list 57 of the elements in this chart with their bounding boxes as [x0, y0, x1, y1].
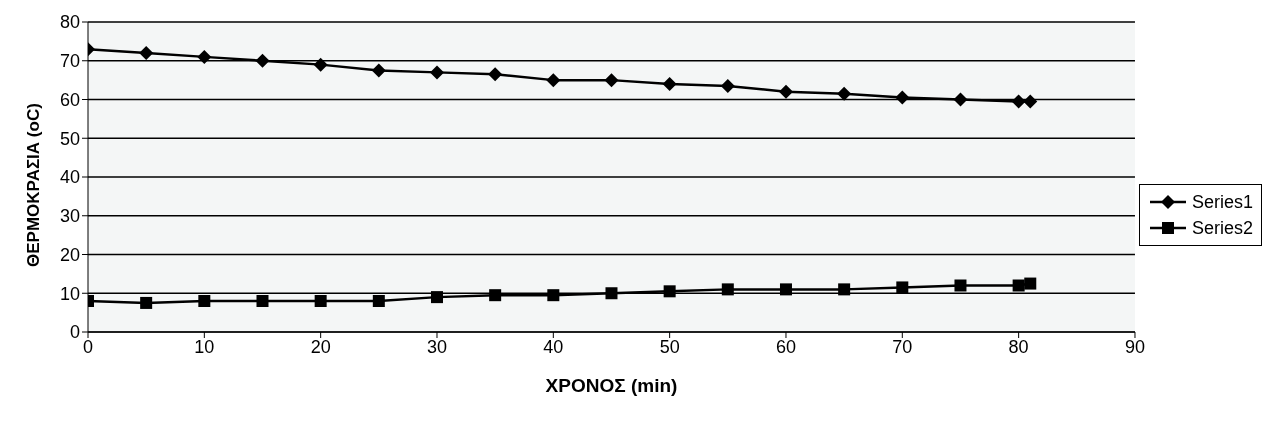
y-tick-label: 0	[69, 322, 80, 343]
point	[546, 73, 561, 88]
point	[1011, 94, 1026, 109]
y-tick-label: 20	[59, 244, 80, 265]
x-tick-label: 80	[1008, 336, 1029, 357]
point	[778, 84, 793, 99]
point	[372, 295, 385, 307]
x-tick-label: 40	[543, 336, 564, 357]
y-tick-label: 60	[59, 89, 80, 110]
point	[140, 296, 153, 309]
x-tick-label: 0	[82, 336, 94, 357]
y-tick-label: 50	[59, 128, 80, 149]
point	[314, 295, 327, 307]
point	[256, 295, 269, 307]
y-tick-label: 30	[59, 206, 80, 227]
legend-label: Series2	[1191, 217, 1253, 239]
point	[954, 279, 967, 292]
x-tick-label: 60	[775, 336, 796, 357]
point	[720, 78, 735, 93]
y-tick-label: 10	[59, 283, 80, 304]
x-tick-label: 90	[1124, 336, 1145, 357]
point	[663, 285, 676, 298]
y-axis-title: ΘΕΡΜΟΚΡΑΣΙΑ (oC)	[24, 103, 44, 267]
point	[662, 77, 677, 91]
y-tick-label: 80	[59, 12, 80, 33]
x-tick-label: 20	[310, 336, 331, 357]
point	[1024, 277, 1037, 290]
point	[547, 289, 560, 302]
point	[896, 281, 909, 294]
point	[489, 289, 502, 302]
x-tick-label: 30	[426, 336, 448, 357]
point	[429, 65, 444, 80]
point	[197, 49, 212, 64]
point	[255, 53, 270, 68]
point	[1012, 279, 1025, 292]
legend-label: Series1	[1191, 191, 1253, 213]
point	[604, 73, 619, 88]
point	[953, 92, 968, 107]
point	[895, 90, 910, 105]
point	[371, 63, 386, 78]
point	[605, 287, 618, 300]
x-tick-label: 70	[892, 336, 913, 357]
point	[721, 283, 734, 296]
point	[1023, 94, 1038, 109]
point	[779, 283, 792, 296]
x-tick-label: 50	[659, 336, 680, 357]
point	[430, 291, 443, 304]
point	[838, 283, 851, 296]
point	[837, 86, 852, 101]
x-tick-label: 10	[194, 336, 215, 357]
y-tick-label: 70	[59, 51, 80, 72]
y-tick-label: 40	[59, 167, 80, 188]
x-axis-title: ΧΡΟΝΟΣ (min)	[545, 375, 678, 396]
point	[198, 295, 211, 307]
point	[313, 57, 328, 72]
point	[139, 46, 154, 60]
point	[488, 67, 503, 82]
